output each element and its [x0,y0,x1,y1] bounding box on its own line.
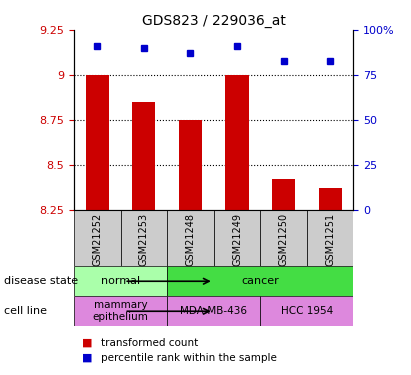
Bar [179,120,202,210]
Text: GSM21253: GSM21253 [139,213,149,266]
Text: MDA-MB-436: MDA-MB-436 [180,306,247,316]
Text: ■: ■ [82,338,93,348]
Text: cell line: cell line [4,306,47,316]
Text: cancer: cancer [241,276,279,286]
Bar [319,188,342,210]
Bar [120,210,167,266]
Text: GSM21252: GSM21252 [92,213,102,266]
Bar [85,75,109,210]
Bar [272,179,295,210]
Text: HCC 1954: HCC 1954 [281,306,333,316]
Bar [74,266,167,296]
Text: GSM21248: GSM21248 [185,213,195,266]
Text: disease state: disease state [4,276,78,286]
Text: mammary
epithelium: mammary epithelium [92,300,148,322]
Text: GSM21251: GSM21251 [325,213,335,266]
Text: ■: ■ [82,353,93,363]
Bar [214,210,260,266]
Bar [74,210,120,266]
Bar [74,296,167,326]
Text: GSM21249: GSM21249 [232,213,242,266]
Text: normal: normal [101,276,140,286]
Text: percentile rank within the sample: percentile rank within the sample [101,353,277,363]
Title: GDS823 / 229036_at: GDS823 / 229036_at [142,13,286,28]
Bar [167,210,214,266]
Bar [225,75,249,210]
Bar [260,210,307,266]
Bar [167,296,260,326]
Bar [260,296,353,326]
Text: GSM21250: GSM21250 [279,213,289,266]
Bar [132,102,155,210]
Text: transformed count: transformed count [101,338,198,348]
Bar [307,210,353,266]
Bar [167,266,353,296]
